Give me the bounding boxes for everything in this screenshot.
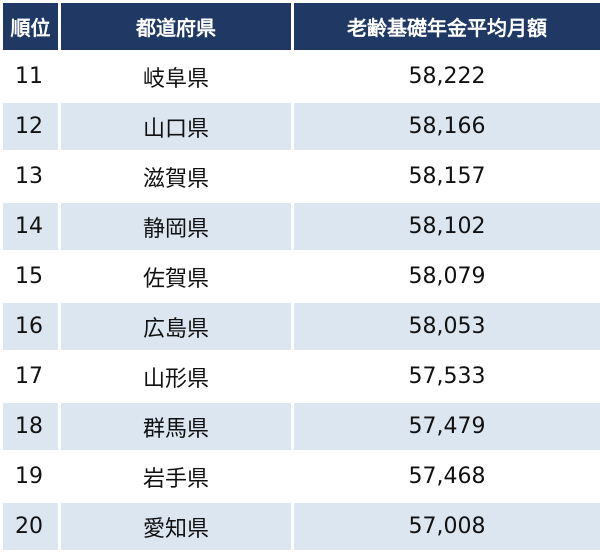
rank-cell: 12 — [3, 103, 58, 150]
rank-cell: 15 — [3, 253, 58, 300]
header-row: 順位 都道府県 老齢基礎年金平均月額 — [3, 3, 600, 50]
amount-cell: 58,053 — [294, 303, 600, 350]
amount-cell: 57,008 — [294, 503, 600, 550]
prefecture-cell: 山口県 — [61, 103, 291, 150]
prefecture-cell: 岐阜県 — [61, 53, 291, 100]
amount-cell: 58,166 — [294, 103, 600, 150]
table-body: 11 岐阜県 58,222 12 山口県 58,166 13 滋賀県 58,157 14 静岡県 58… — [3, 53, 600, 550]
prefecture-cell: 群馬県 — [61, 403, 291, 450]
header-cell: 老齢基礎年金平均月額 — [294, 3, 600, 50]
table-row: 11 岐阜県 58,222 — [3, 53, 600, 100]
prefecture-cell: 静岡県 — [61, 203, 291, 250]
prefecture-cell: 滋賀県 — [61, 153, 291, 200]
prefecture-cell: 岩手県 — [61, 453, 291, 500]
amount-cell: 58,222 — [294, 53, 600, 100]
table-row: 14 静岡県 58,102 — [3, 203, 600, 250]
rank-cell: 14 — [3, 203, 58, 250]
prefecture-cell: 佐賀県 — [61, 253, 291, 300]
rank-cell: 19 — [3, 453, 58, 500]
table-row: 20 愛知県 57,008 — [3, 503, 600, 550]
prefecture-cell: 愛知県 — [61, 503, 291, 550]
table-row: 15 佐賀県 58,079 — [3, 253, 600, 300]
header-cell: 都道府県 — [61, 3, 291, 50]
amount-cell: 58,102 — [294, 203, 600, 250]
table-row: 12 山口県 58,166 — [3, 103, 600, 150]
amount-cell: 57,479 — [294, 403, 600, 450]
rank-cell: 11 — [3, 53, 58, 100]
amount-cell: 58,079 — [294, 253, 600, 300]
rank-cell: 20 — [3, 503, 58, 550]
table-row: 13 滋賀県 58,157 — [3, 153, 600, 200]
table-row: 16 広島県 58,053 — [3, 303, 600, 350]
prefecture-cell: 広島県 — [61, 303, 291, 350]
table-row: 19 岩手県 57,468 — [3, 453, 600, 500]
amount-cell: 57,468 — [294, 453, 600, 500]
rank-cell: 13 — [3, 153, 58, 200]
amount-cell: 57,533 — [294, 353, 600, 400]
prefecture-cell: 山形県 — [61, 353, 291, 400]
table-row: 18 群馬県 57,479 — [3, 403, 600, 450]
rank-cell: 16 — [3, 303, 58, 350]
header-cell: 順位 — [3, 3, 58, 50]
amount-cell: 58,157 — [294, 153, 600, 200]
rank-cell: 17 — [3, 353, 58, 400]
table-row: 17 山形県 57,533 — [3, 353, 600, 400]
rank-cell: 18 — [3, 403, 58, 450]
